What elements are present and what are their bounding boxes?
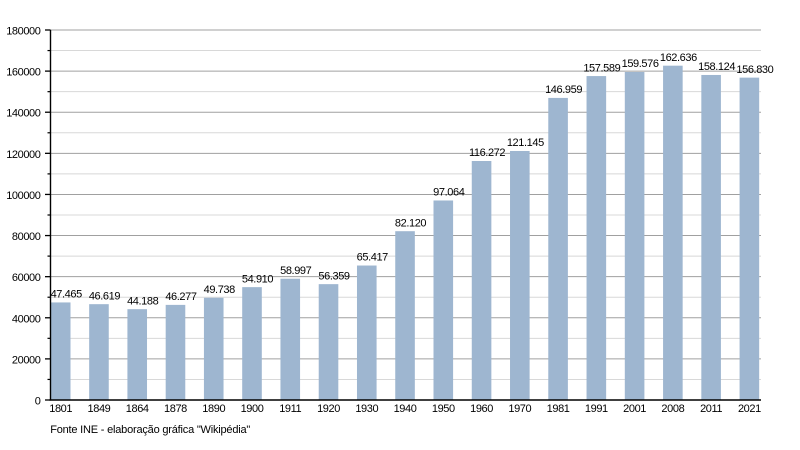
svg-text:121.145: 121.145	[507, 137, 544, 149]
svg-text:1930: 1930	[355, 403, 378, 415]
svg-text:58.997: 58.997	[280, 265, 312, 277]
svg-text:97.064: 97.064	[433, 187, 465, 199]
svg-text:1970: 1970	[508, 403, 531, 415]
svg-text:1864: 1864	[126, 403, 149, 415]
svg-text:60000: 60000	[12, 272, 41, 284]
svg-text:1960: 1960	[470, 403, 493, 415]
svg-text:1849: 1849	[88, 403, 111, 415]
svg-text:1920: 1920	[317, 403, 340, 415]
svg-text:1801: 1801	[49, 403, 72, 415]
svg-text:80000: 80000	[12, 231, 41, 243]
svg-text:65.417: 65.417	[357, 252, 389, 264]
svg-text:1878: 1878	[164, 403, 187, 415]
svg-text:0: 0	[35, 396, 41, 408]
svg-text:46.277: 46.277	[165, 291, 197, 303]
svg-text:159.576: 159.576	[622, 58, 659, 70]
svg-text:146.959: 146.959	[545, 84, 582, 96]
svg-text:162.636: 162.636	[660, 52, 697, 64]
svg-text:158.124: 158.124	[698, 61, 735, 73]
svg-text:Fonte INE - elaboração gráfica: Fonte INE - elaboração gráfica "Wikipédi…	[50, 424, 250, 436]
svg-text:156.830: 156.830	[736, 64, 773, 76]
svg-text:2011: 2011	[700, 403, 722, 415]
svg-text:2008: 2008	[661, 403, 684, 415]
svg-text:1950: 1950	[432, 403, 455, 415]
svg-text:82.120: 82.120	[395, 217, 427, 229]
svg-text:180000: 180000	[6, 26, 41, 38]
svg-text:20000: 20000	[12, 354, 41, 366]
svg-text:116.272: 116.272	[469, 147, 505, 159]
svg-text:1890: 1890	[202, 403, 225, 415]
svg-text:1991: 1991	[585, 403, 608, 415]
svg-text:40000: 40000	[12, 313, 41, 325]
svg-text:1911: 1911	[279, 403, 301, 415]
svg-text:120000: 120000	[6, 149, 41, 161]
svg-text:46.619: 46.619	[89, 290, 121, 302]
svg-text:1940: 1940	[394, 403, 417, 415]
svg-text:44.188: 44.188	[127, 295, 159, 307]
svg-text:49.738: 49.738	[204, 284, 236, 296]
svg-text:2001: 2001	[623, 403, 646, 415]
svg-text:47.465: 47.465	[51, 289, 83, 301]
svg-text:1900: 1900	[241, 403, 264, 415]
svg-text:157.589: 157.589	[583, 62, 620, 74]
svg-text:100000: 100000	[6, 190, 41, 202]
svg-text:2021: 2021	[738, 403, 761, 415]
svg-text:54.910: 54.910	[242, 273, 274, 285]
svg-text:56.359: 56.359	[318, 270, 350, 282]
svg-text:140000: 140000	[6, 108, 41, 120]
svg-text:1981: 1981	[547, 403, 570, 415]
svg-text:160000: 160000	[6, 67, 41, 79]
